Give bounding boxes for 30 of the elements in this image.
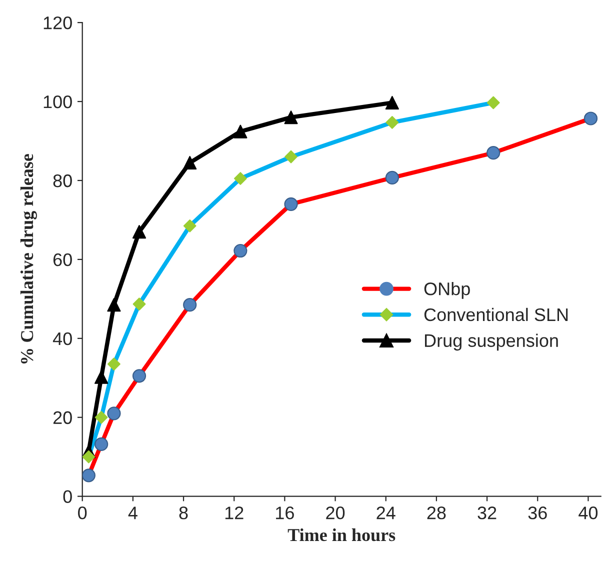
x-tick-label: 8 (179, 506, 188, 520)
point (183, 156, 197, 170)
x-tick-label: 32 (478, 506, 496, 520)
y-tick-label: 0 (63, 490, 72, 504)
point (132, 225, 146, 239)
y-tick-label: 100 (44, 95, 72, 108)
x-tick-label: 12 (225, 506, 244, 520)
x-tick-label: 4 (128, 506, 138, 520)
point (94, 370, 108, 384)
y-tick-label: 120 (44, 16, 72, 30)
x-tick-label: 28 (427, 506, 446, 520)
x-axis-title: Time in hours (288, 528, 396, 542)
point (234, 124, 248, 138)
y-tick-label: 80 (53, 174, 72, 188)
y-tick-label: 40 (52, 332, 72, 346)
y-axis-title: % Cumulative drug release (20, 154, 37, 364)
x-tick-label: 40 (578, 506, 598, 520)
point (107, 298, 121, 312)
x-tick-label: 20 (326, 506, 345, 520)
x-tick-label: 0 (78, 506, 87, 520)
legend-label: Drug suspension (424, 334, 558, 351)
x-tick-label: 24 (376, 506, 396, 520)
legend-label: Conventional SLN (424, 308, 568, 322)
y-tick-label: 20 (53, 411, 72, 424)
point (284, 110, 298, 124)
legend-label: ONbp (424, 282, 470, 299)
x-tick-label: 36 (528, 506, 547, 520)
y-tick-label: 60 (53, 253, 72, 266)
x-tick-label: 16 (276, 506, 294, 520)
point (385, 96, 399, 110)
